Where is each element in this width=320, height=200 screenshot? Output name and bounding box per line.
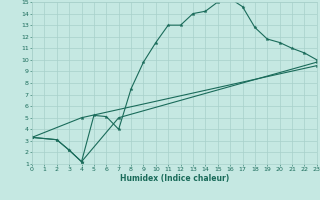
X-axis label: Humidex (Indice chaleur): Humidex (Indice chaleur): [120, 174, 229, 183]
